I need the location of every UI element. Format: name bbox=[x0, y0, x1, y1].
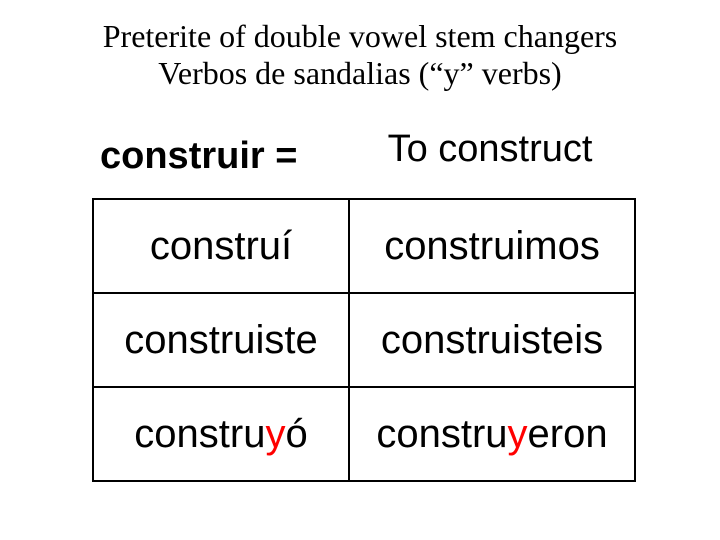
translation-label: To construct bbox=[350, 128, 630, 171]
conjugation-table: construí construimos construiste constru… bbox=[92, 198, 636, 482]
cell-yo: construí bbox=[93, 199, 349, 293]
stem: constru bbox=[124, 318, 255, 362]
stem-change: y bbox=[508, 412, 528, 456]
ending: eron bbox=[528, 412, 608, 456]
slide: Preterite of double vowel stem changers … bbox=[0, 0, 720, 540]
cell-el: construyó bbox=[93, 387, 349, 481]
table-row: construí construimos bbox=[93, 199, 635, 293]
cell-tu: construiste bbox=[93, 293, 349, 387]
stem: constru bbox=[134, 412, 265, 456]
cell-vosotros: construisteis bbox=[349, 293, 635, 387]
cell-ellos: construyeron bbox=[349, 387, 635, 481]
stem: constru bbox=[381, 318, 512, 362]
cell-nosotros: construimos bbox=[349, 199, 635, 293]
title-line-2: Verbos de sandalias (“y” verbs) bbox=[158, 55, 561, 91]
stem: constru bbox=[384, 224, 515, 268]
title-line-1: Preterite of double vowel stem changers bbox=[103, 18, 618, 54]
ending: í bbox=[281, 224, 292, 268]
ending: isteis bbox=[512, 318, 603, 362]
infinitive-label: construir = bbox=[100, 135, 297, 178]
stem: constru bbox=[376, 412, 507, 456]
table-row: construyó construyeron bbox=[93, 387, 635, 481]
ending: ó bbox=[285, 412, 307, 456]
ending: iste bbox=[255, 318, 317, 362]
stem-change: y bbox=[265, 412, 285, 456]
table-row: construiste construisteis bbox=[93, 293, 635, 387]
ending: imos bbox=[515, 224, 599, 268]
stem: constru bbox=[150, 224, 281, 268]
slide-title: Preterite of double vowel stem changers … bbox=[0, 18, 720, 92]
